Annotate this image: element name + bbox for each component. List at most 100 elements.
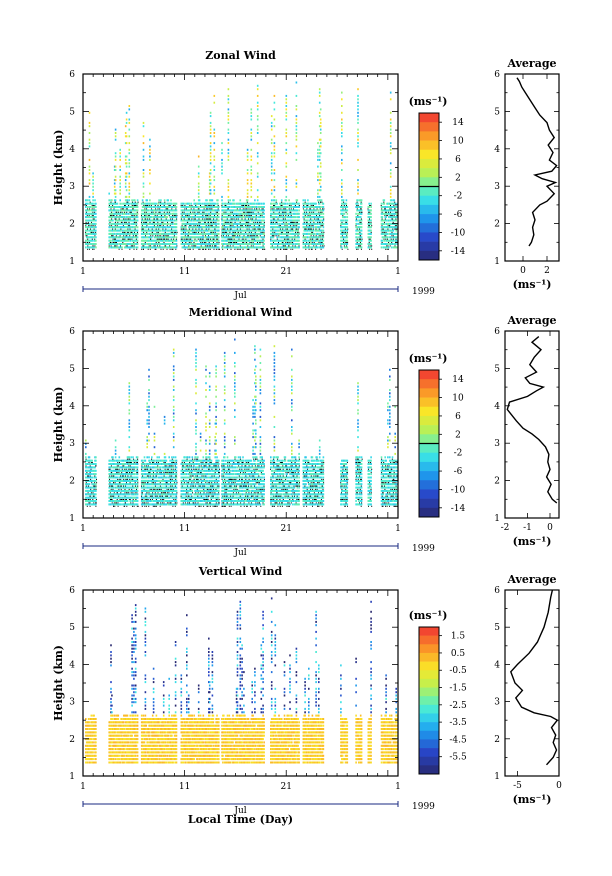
vertical-ylabel: Height (km): [52, 645, 65, 721]
vertical-colorbar-level: [419, 678, 439, 688]
meridional-ytick-label: 4: [69, 402, 75, 412]
meridional-colorbar-tick-label: 10: [452, 394, 464, 404]
zonal-ytick-label: 3: [69, 182, 75, 192]
zonal-title: Zonal Wind: [205, 49, 276, 62]
zonal-ylabel: Height (km): [52, 130, 65, 206]
meridional-xtick-label: 1: [80, 524, 86, 534]
vertical-colorbar-tick-label: 1.5: [451, 632, 466, 642]
zonal-colorbar-level: [419, 168, 439, 178]
vertical-ytick-label: 1: [69, 772, 75, 782]
zonal-colorbar-level: [419, 140, 439, 151]
zonal-heatmap-cells: [85, 81, 398, 250]
vertical-colorbar-tick-label: -1.5: [449, 684, 467, 694]
zonal-profile-title: Average: [506, 57, 556, 70]
zonal-profile-xlabel: (ms⁻¹): [513, 278, 552, 291]
meridional-profile-ytick-label: 3: [494, 439, 500, 449]
zonal-colorbar-level: [419, 186, 439, 196]
zonal-profile-xtick-label: 0: [520, 266, 526, 276]
zonal-colorbar-level: [419, 250, 439, 261]
meridional-colorbar-level: [419, 480, 439, 490]
vertical-colorbar-level: [419, 687, 439, 697]
vertical-profile-line: [509, 589, 559, 766]
meridional-colorbar-level: [419, 507, 439, 518]
meridional-profile-ytick-label: 5: [494, 364, 500, 374]
vertical-colorbar-level: [419, 661, 439, 671]
vertical-month-label: Jul: [233, 806, 246, 816]
vertical-profile-ytick-label: 2: [494, 735, 500, 745]
zonal-colorbar-tick-label: 10: [452, 137, 464, 147]
meridional-colorbar-tick-label: 6: [455, 412, 461, 422]
vertical-profile-ytick-label: 4: [494, 660, 500, 670]
meridional-ytick-label: 5: [69, 364, 75, 374]
zonal-colorbar-level: [419, 214, 439, 224]
meridional-colorbar-level: [419, 443, 439, 453]
vertical-ytick-label: 5: [69, 623, 75, 633]
meridional-profile-title: Average: [506, 314, 556, 327]
vertical-colorbar: 1.5 0.5 -0.5 -1.5 -2.5 -3.5 -4.5 -5.5: [418, 626, 467, 775]
meridional-colorbar-level: [419, 370, 439, 380]
vertical-heatmap-cells: [85, 597, 398, 764]
vertical-profile-xlabel: (ms⁻¹): [513, 793, 552, 806]
zonal-colorbar-level: [419, 131, 439, 141]
zonal-profile-ytick-label: 6: [494, 70, 500, 80]
zonal-colorbar-level: [419, 204, 439, 215]
meridional-month-label: Jul: [233, 548, 246, 558]
zonal-profile-line: [516, 77, 558, 247]
vertical-ytick-label: 4: [69, 660, 75, 670]
vertical-profile-ytick-label: 1: [494, 772, 500, 782]
vertical-year-label: 1999: [412, 802, 435, 812]
zonal-colorbar-tick-label: -6: [454, 210, 463, 220]
meridional-profile-xtick-label: -2: [501, 523, 510, 533]
meridional-colorbar-level: [419, 471, 439, 481]
meridional-colorbar-level: [419, 461, 439, 472]
meridional-colorbar-level: [419, 434, 439, 444]
zonal-colorbar-level: [419, 223, 439, 233]
meridional-profile-xtick-label: 0: [547, 523, 553, 533]
meridional-average-profile: Average 1 2 3 4 5 6 -2 -1 0 (ms⁻¹): [494, 314, 560, 548]
zonal-ytick-label: 6: [69, 70, 75, 80]
zonal-year-label: 1999: [412, 287, 435, 297]
zonal-profile-ytick-label: 4: [494, 145, 500, 155]
zonal-colorbar-level: [419, 241, 439, 252]
zonal-xtick-label: 21: [280, 267, 291, 277]
vertical-profile-title: Average: [506, 573, 556, 586]
zonal-profile-ytick-label: 5: [494, 107, 500, 117]
zonal-profile-ytick-label: 3: [494, 182, 500, 192]
meridional-colorbar-tick-label: -14: [451, 504, 466, 514]
vertical-ytick-label: 2: [69, 735, 75, 745]
meridional-colorbar-level: [419, 397, 439, 408]
meridional-colorbar-unit: (ms⁻¹): [409, 352, 448, 365]
zonal-xtick-label: 1: [80, 267, 86, 277]
zonal-colorbar-level: [419, 195, 439, 206]
meridional-colorbar-tick-label: -2: [454, 449, 463, 459]
vertical-colorbar-level: [419, 652, 439, 662]
vertical-colorbar-tick-label: -4.5: [449, 735, 467, 745]
vertical-colorbar-level: [419, 756, 439, 766]
meridional-xtick-label: 1: [395, 524, 401, 534]
vertical-colorbar-level: [419, 730, 439, 740]
zonal-profile-ytick-label: 2: [494, 220, 500, 230]
vertical-colorbar-level: [419, 704, 439, 714]
meridional-colorbar-level: [419, 452, 439, 463]
meridional-profile-ytick-label: 2: [494, 477, 500, 487]
zonal-month-label: Jul: [233, 291, 246, 301]
vertical-colorbar-level: [419, 748, 439, 758]
vertical-colorbar-level: [419, 627, 439, 636]
meridional-profile-xtick-label: -1: [523, 523, 532, 533]
vertical-colorbar-unit: (ms⁻¹): [409, 609, 448, 622]
meridional-heatmap-cells: [85, 338, 399, 507]
vertical-colorbar-tick-label: -3.5: [449, 718, 467, 728]
meridional-year-label: 1999: [412, 544, 435, 554]
vertical-title: Vertical Wind: [198, 565, 283, 578]
meridional-profile-ytick-label: 1: [494, 514, 500, 524]
vertical-colorbar-tick-label: -0.5: [449, 666, 467, 676]
zonal-xtick-label: 1: [395, 267, 401, 277]
vertical-ytick-label: 3: [69, 698, 75, 708]
zonal-colorbar-tick-label: 6: [455, 155, 461, 165]
meridional-ytick-label: 2: [69, 477, 75, 487]
meridional-profile-ytick-label: 4: [494, 402, 500, 412]
meridional-xtick-label: 11: [179, 524, 190, 534]
